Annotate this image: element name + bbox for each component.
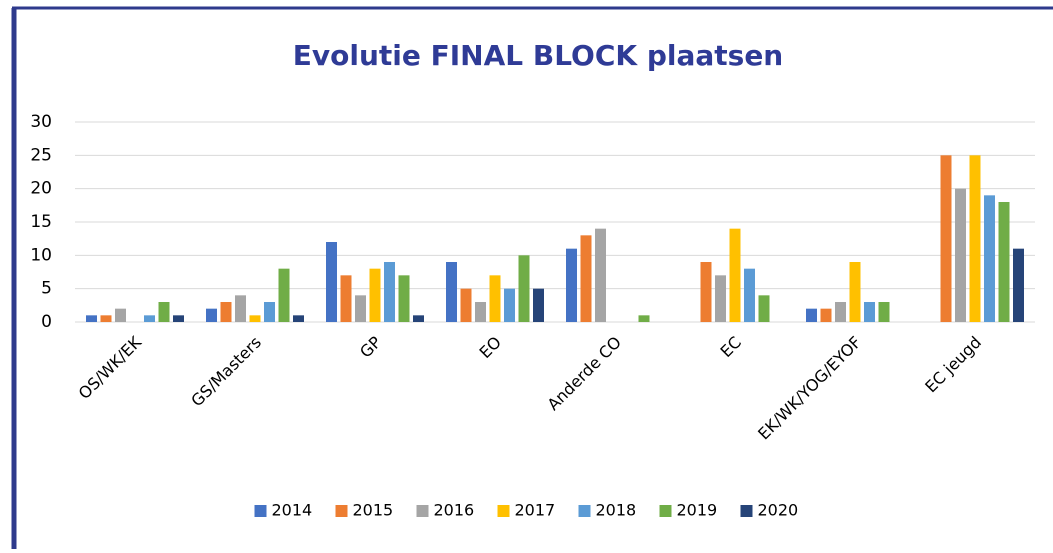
bar — [533, 288, 544, 322]
bar — [460, 288, 472, 322]
bar — [715, 275, 726, 322]
legend-swatch — [497, 505, 510, 517]
bar — [595, 228, 606, 322]
bar — [849, 262, 861, 322]
bar — [220, 302, 232, 322]
bar — [940, 155, 952, 322]
bar — [293, 315, 304, 322]
legend-label: 2017 — [515, 501, 556, 520]
bar — [984, 195, 995, 322]
legend-label: 2020 — [758, 501, 799, 520]
bar — [878, 302, 890, 322]
legend-label: 2016 — [434, 501, 475, 520]
bar — [86, 315, 97, 322]
y-tick-label: 20 — [30, 179, 52, 199]
bar — [278, 268, 290, 322]
bar — [998, 202, 1010, 322]
bar — [700, 262, 712, 322]
bar — [475, 302, 486, 322]
bar — [446, 262, 457, 322]
bar — [173, 315, 184, 322]
y-tick-label: 30 — [30, 112, 52, 132]
legend-swatch — [335, 505, 348, 517]
bar — [264, 302, 275, 322]
legend-swatch — [740, 505, 753, 517]
bar — [638, 315, 650, 322]
y-tick-label: 10 — [30, 245, 52, 265]
y-tick-label: 25 — [30, 145, 52, 165]
bar — [744, 268, 755, 322]
bar — [115, 308, 126, 322]
bar — [518, 255, 530, 322]
legend-label: 2014 — [272, 501, 313, 520]
y-tick-label: 15 — [30, 212, 52, 232]
bar — [206, 308, 217, 322]
legend-swatch — [416, 505, 429, 517]
bar — [820, 308, 832, 322]
bar — [355, 295, 366, 322]
bar — [369, 268, 381, 322]
bar — [1013, 248, 1024, 322]
bar — [504, 288, 515, 322]
legend-swatch — [578, 505, 591, 517]
bar — [806, 308, 817, 322]
legend-label: 2015 — [353, 501, 394, 520]
bar — [864, 302, 875, 322]
legend-label: 2019 — [677, 501, 718, 520]
y-tick-label: 0 — [41, 312, 52, 332]
bar — [729, 228, 741, 322]
bar — [413, 315, 424, 322]
bar — [158, 302, 170, 322]
chart-title: Evolutie FINAL BLOCK plaatsen — [293, 39, 784, 72]
y-tick-label: 5 — [41, 279, 52, 299]
bar — [340, 275, 352, 322]
bar — [580, 235, 592, 322]
bar — [326, 242, 337, 322]
bar — [955, 188, 966, 322]
bar — [489, 275, 501, 322]
legend-swatch — [254, 505, 267, 517]
bar — [144, 315, 155, 322]
bar — [384, 262, 395, 322]
bar — [398, 275, 410, 322]
bar — [835, 302, 846, 322]
bar — [249, 315, 261, 322]
bar — [969, 155, 981, 322]
bar — [566, 248, 577, 322]
bar — [758, 295, 770, 322]
legend-label: 2018 — [596, 501, 637, 520]
bar — [235, 295, 246, 322]
bar — [100, 315, 112, 322]
legend-swatch — [659, 505, 672, 517]
